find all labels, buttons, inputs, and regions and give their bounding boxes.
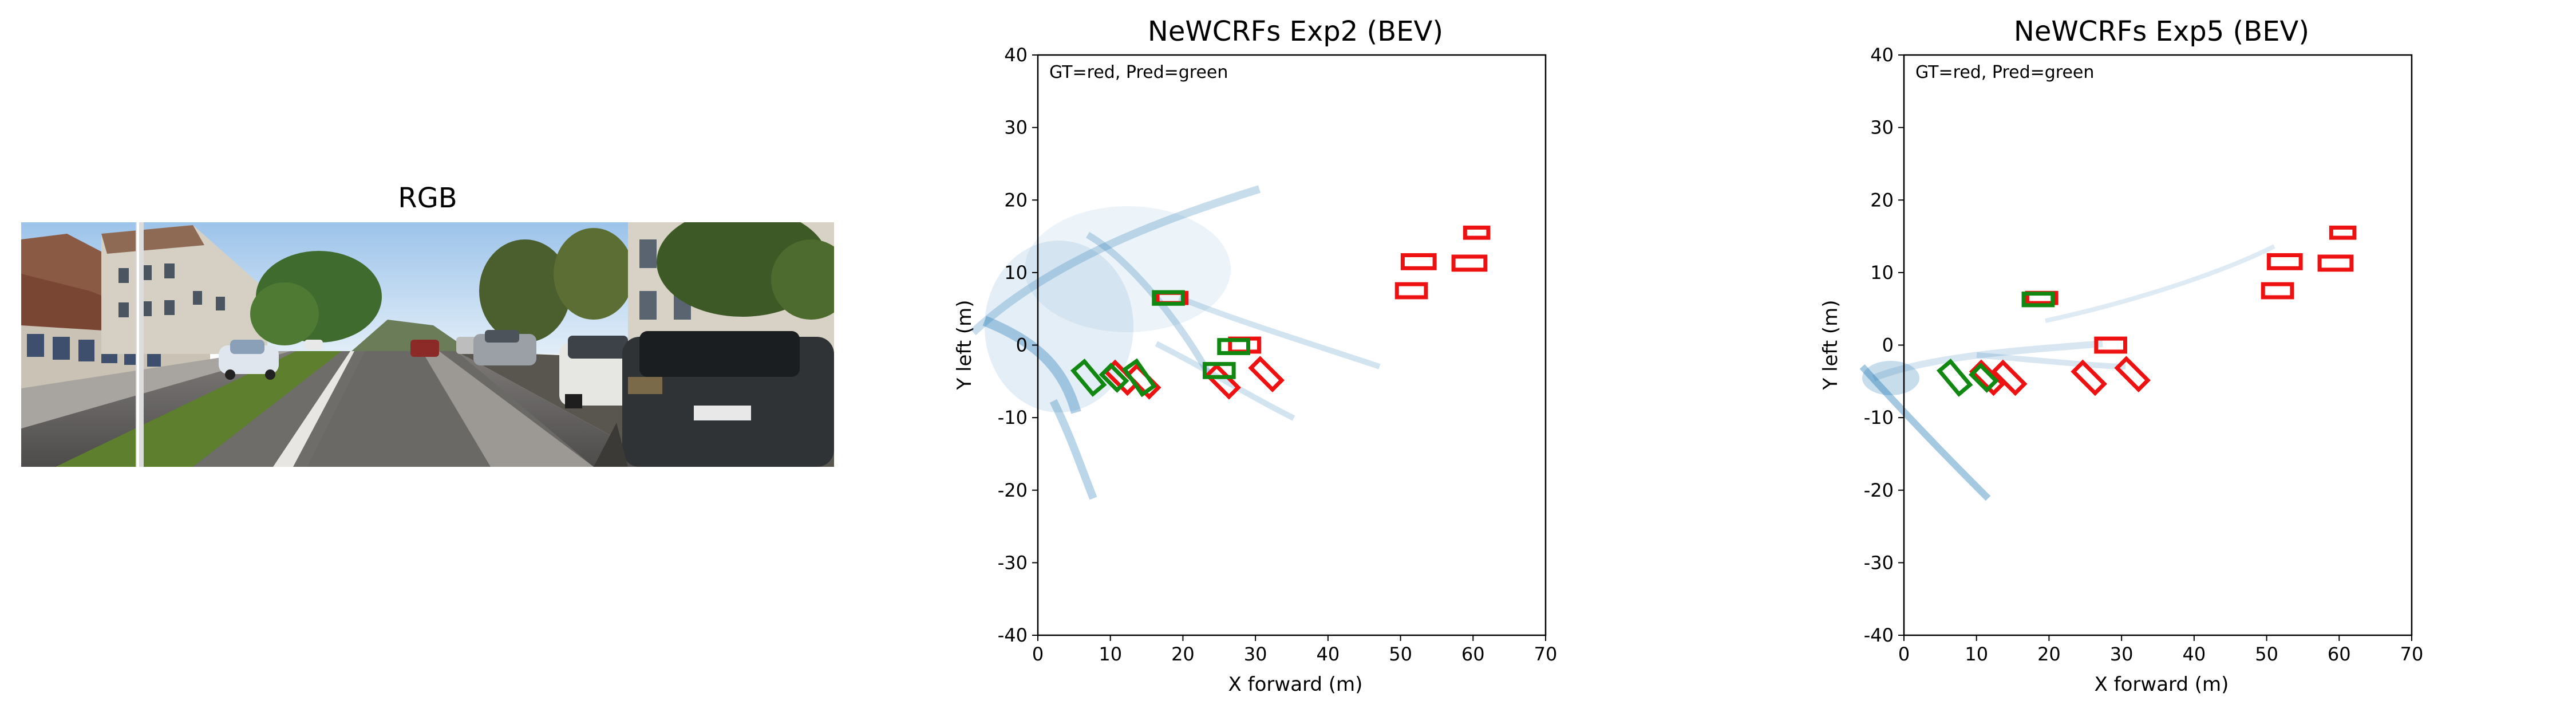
- y-tick-label: 0: [1882, 335, 1894, 356]
- y-tick-label: -40: [998, 624, 1028, 646]
- chart-annotation: GT=red, Pred=green: [1915, 62, 2094, 82]
- rgb-camera-image: [21, 222, 834, 467]
- x-tick-label: 0: [1032, 643, 1044, 665]
- y-tick-label: -10: [1864, 407, 1894, 428]
- gt-box: [2114, 356, 2151, 392]
- x-tick-label: 40: [1316, 643, 1340, 665]
- point-cloud-mass: [1025, 206, 1231, 332]
- x-tick-label: 40: [2182, 643, 2206, 665]
- x-tick-label: 10: [1099, 643, 1122, 665]
- pred-box: [1070, 359, 1107, 397]
- x-tick-label: 70: [2400, 643, 2424, 665]
- x-tick-label: 60: [1461, 643, 1485, 665]
- y-axis-label: Y left (m): [953, 300, 976, 390]
- bev-chart-exp5: NeWCRFs Exp5 (BEV) 0 10 20 30 40 50 60 70 -40 -3…: [1819, 15, 2424, 696]
- gt-box: [1248, 356, 1285, 392]
- gt-box: [1990, 359, 2028, 396]
- y-tick-label: 10: [1004, 262, 1028, 284]
- car-parked-dark: [622, 331, 834, 467]
- y-tick-label: 40: [1870, 44, 1894, 66]
- point-cloud-stripe: [2045, 244, 2275, 323]
- gt-box: [1451, 254, 1488, 272]
- chart-title: NeWCRFs Exp5 (BEV): [2014, 15, 2309, 48]
- lane-line: [273, 351, 354, 467]
- y-tick-label: -10: [998, 407, 1028, 428]
- gt-box: [1400, 253, 1437, 270]
- point-cloud-stripe: [970, 185, 1261, 336]
- chart-annotation: GT=red, Pred=green: [1049, 62, 1228, 82]
- y-tick-label: 30: [1004, 117, 1028, 139]
- chart-title: NeWCRFs Exp2 (BEV): [1148, 15, 1443, 48]
- distant-hill: [342, 320, 479, 360]
- x-tick-label: 30: [2110, 643, 2134, 665]
- y-ticks: -40 -30 -20 -10 0 10 20 30 40: [1864, 44, 1904, 646]
- y-tick-label: 30: [1870, 117, 1894, 139]
- car-white-left: [219, 340, 279, 380]
- y-tick-label: 0: [1016, 335, 1028, 356]
- y-tick-label: 10: [1870, 262, 1894, 284]
- y-tick-label: 20: [1870, 189, 1894, 211]
- point-cloud-stripe: [1155, 341, 1295, 421]
- pred-box: [1968, 363, 1999, 393]
- y-tick-label: -30: [1864, 552, 1894, 573]
- car-parked-silver: [473, 330, 536, 365]
- pred-boxes: [1936, 292, 2055, 397]
- point-cloud-stripe: [982, 316, 1081, 414]
- gt-box: [2094, 336, 2127, 354]
- rgb-panel: RGB: [21, 0, 834, 716]
- gt-box: [2317, 254, 2354, 272]
- gt-box: [2266, 253, 2303, 270]
- x-tick-label: 10: [1965, 643, 1988, 665]
- y-tick-label: -20: [998, 479, 1028, 501]
- gt-box: [2261, 282, 2294, 300]
- x-tick-label: 50: [1389, 643, 1412, 665]
- point-cloud-stripe: [1872, 340, 2103, 381]
- x-ticks: 0 10 20 30 40 50 60 70: [1032, 635, 1558, 665]
- scatter-density-layer: [970, 185, 1381, 500]
- point-cloud-stripe: [1976, 352, 2126, 369]
- x-axis-label: X forward (m): [2095, 673, 2229, 696]
- x-tick-label: 0: [1898, 643, 1910, 665]
- y-tick-label: -30: [998, 552, 1028, 573]
- y-tick-label: -40: [1864, 624, 1894, 646]
- pred-box: [1152, 290, 1185, 306]
- pred-box: [1121, 358, 1157, 398]
- gt-boxes: [1969, 225, 2357, 396]
- x-tick-label: 70: [1534, 643, 1558, 665]
- gt-box: [2329, 225, 2357, 240]
- x-tick-label: 50: [2255, 643, 2278, 665]
- x-tick-label: 20: [2037, 643, 2061, 665]
- point-cloud-stripe: [1859, 364, 1991, 501]
- x-ticks: 0 10 20 30 40 50 60 70: [1898, 635, 2424, 665]
- point-cloud-mass: [985, 241, 1133, 412]
- gt-box: [1394, 282, 1428, 300]
- rgb-title: RGB: [398, 182, 457, 214]
- plot-frame: [1903, 54, 2413, 636]
- pred-box: [1217, 338, 1250, 355]
- x-axis-label: X forward (m): [1228, 673, 1363, 696]
- x-tick-label: 60: [2328, 643, 2351, 665]
- pred-box: [1099, 363, 1129, 393]
- gt-box: [2071, 359, 2107, 396]
- car-parked-white: [559, 336, 639, 408]
- pred-box: [1202, 361, 1236, 379]
- y-tick-label: 40: [1004, 44, 1028, 66]
- pred-box: [2021, 292, 2055, 308]
- y-ticks: -40 -30 -20 -10 0 10 20 30 40: [998, 44, 1038, 646]
- grass-median: [56, 351, 342, 467]
- gt-box: [1463, 225, 1491, 240]
- pred-box: [1936, 359, 1973, 397]
- point-cloud-stripe: [1049, 399, 1097, 500]
- x-tick-label: 20: [1171, 643, 1195, 665]
- x-tick-label: 30: [1244, 643, 1267, 665]
- point-cloud-mass: [1862, 361, 1919, 395]
- pred-boxes: [1070, 290, 1250, 398]
- bev-chart-exp2: NeWCRFs Exp2 (BEV) 0 10 20 30 40 50 60 70 -40 -3…: [953, 15, 1558, 696]
- point-cloud-stripe: [1178, 295, 1381, 369]
- scatter-density-layer: [1859, 244, 2275, 501]
- y-tick-label: -20: [1864, 479, 1894, 501]
- y-axis-label: Y left (m): [1819, 300, 1842, 390]
- y-tick-label: 20: [1004, 189, 1028, 211]
